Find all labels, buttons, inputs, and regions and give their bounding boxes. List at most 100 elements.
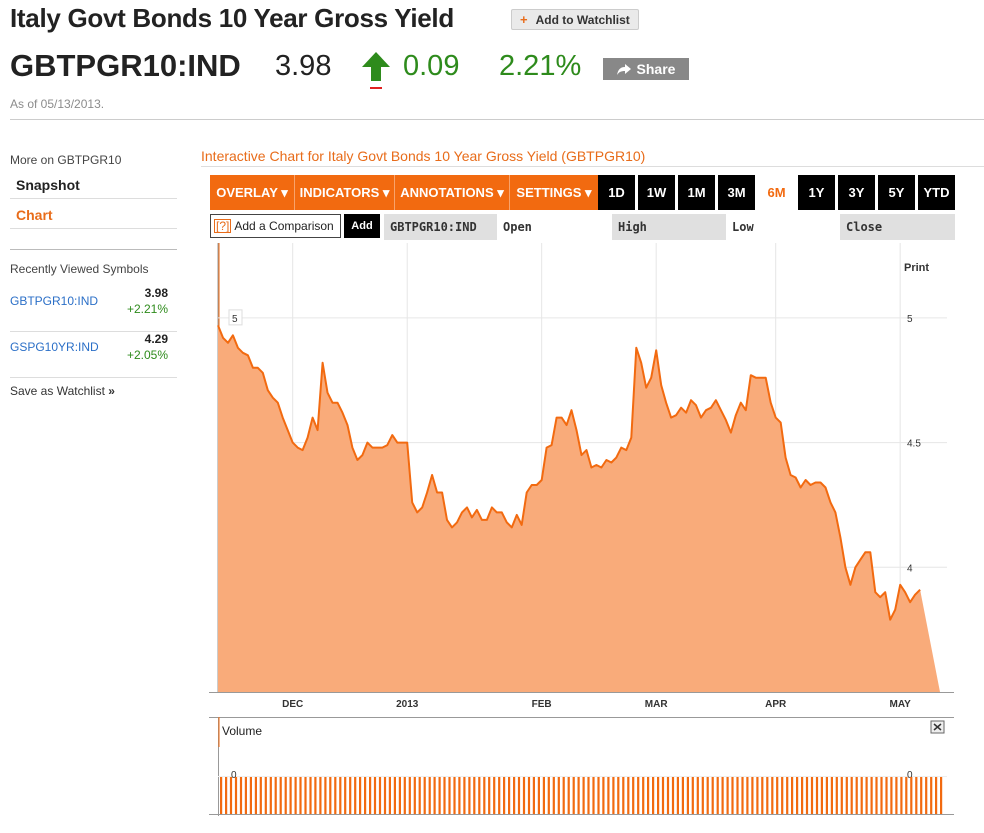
volume-bar — [244, 777, 247, 814]
x-tick-label: DEC — [282, 699, 303, 710]
volume-bar — [905, 777, 908, 814]
range-1d-button[interactable]: 1D — [598, 175, 635, 210]
volume-bar — [220, 777, 223, 814]
recent-symbol-row[interactable]: GSPG10YR:IND 4.29 +2.05% — [10, 332, 177, 378]
volume-bar — [602, 777, 605, 814]
volume-bar — [344, 777, 347, 814]
volume-bar — [433, 777, 436, 814]
range-3y-button[interactable]: 3Y — [838, 175, 875, 210]
share-arrow-icon — [616, 63, 631, 75]
range-ytd-button[interactable]: YTD — [918, 175, 955, 210]
annotations-menu-button[interactable]: ANNOTATIONS ▾ — [395, 175, 510, 210]
volume-bar — [771, 777, 774, 814]
volume-bar — [309, 777, 312, 814]
price-value: 3.98 — [275, 50, 332, 82]
volume-bar — [801, 777, 804, 814]
overlay-menu-button[interactable]: OVERLAY ▾ — [210, 175, 295, 210]
volume-bar — [810, 777, 814, 814]
ohlc-high-cell: High — [612, 214, 726, 240]
x-tick-label: MAY — [890, 699, 912, 710]
save-as-watchlist-link[interactable]: Save as Watchlist » — [10, 384, 115, 398]
volume-bar — [359, 777, 362, 814]
volume-tick-label-left: 0 — [231, 770, 237, 781]
volume-bar — [398, 777, 401, 814]
range-6m-button[interactable]: 6M — [758, 175, 795, 210]
share-button[interactable]: Share — [603, 58, 689, 80]
yield-series-line — [217, 325, 921, 621]
settings-menu-button[interactable]: SETTINGS ▾ — [510, 175, 598, 210]
volume-bar — [284, 777, 287, 814]
y-tick-label-box — [228, 309, 243, 326]
volume-bar — [329, 777, 332, 814]
add-to-watchlist-button[interactable]: + Add to Watchlist — [511, 9, 639, 30]
volume-bar — [637, 777, 640, 814]
add-comparison-input[interactable]: [?] Add a Comparison — [210, 214, 341, 238]
range-5y-button[interactable]: 5Y — [878, 175, 915, 210]
volume-bar — [642, 777, 645, 814]
volume-bar — [503, 777, 506, 814]
volume-bar — [234, 777, 238, 814]
volume-bar — [696, 777, 699, 814]
volume-bar — [622, 777, 625, 814]
volume-bar — [915, 777, 918, 814]
indicators-menu-button[interactable]: INDICATORS ▾ — [295, 175, 395, 210]
volume-bar — [532, 777, 535, 814]
volume-bar — [761, 777, 764, 814]
range-1y-button[interactable]: 1Y — [798, 175, 835, 210]
volume-bar — [880, 777, 883, 814]
volume-bar — [383, 777, 387, 814]
volume-bar — [493, 777, 496, 814]
volume-bar — [805, 777, 809, 814]
y-tick-label-right: 4 — [907, 563, 913, 574]
page-title: Italy Govt Bonds 10 Year Gross Yield — [10, 3, 454, 33]
volume-label: Volume — [222, 724, 262, 738]
volume-bar — [721, 777, 724, 814]
print-link[interactable]: Print — [904, 262, 929, 274]
recent-symbol-link[interactable]: GSPG10YR:IND — [10, 340, 99, 354]
volume-bar — [666, 777, 670, 814]
volume-bar — [741, 777, 744, 814]
volume-bar — [920, 777, 923, 814]
range-1m-button[interactable]: 1M — [678, 175, 715, 210]
add-comparison-button[interactable]: Add — [344, 214, 380, 238]
volume-bar — [393, 777, 396, 814]
volume-bar — [498, 777, 501, 814]
volume-bar — [557, 777, 560, 814]
recent-symbol-row[interactable]: GBTPGR10:IND 3.98 +2.21% — [10, 286, 177, 332]
range-3m-button[interactable]: 3M — [718, 175, 755, 210]
volume-bar — [537, 777, 540, 814]
volume-bar — [850, 777, 853, 814]
ohlc-open-cell: Open — [497, 214, 611, 240]
volume-bar — [855, 777, 858, 814]
volume-bar — [607, 777, 610, 814]
volume-bar — [264, 777, 267, 814]
range-1w-button[interactable]: 1W — [638, 175, 675, 210]
add-comparison-placeholder: Add a Comparison — [234, 219, 334, 233]
volume-bar — [706, 777, 709, 814]
volume-bar — [373, 777, 377, 814]
volume-bar — [671, 777, 675, 814]
volume-bar — [443, 777, 446, 814]
volume-bar — [756, 777, 759, 814]
sidebar-item-snapshot[interactable]: Snapshot — [10, 171, 177, 199]
volume-bar — [925, 777, 928, 814]
volume-tick-label-right: 0 — [907, 770, 913, 781]
volume-bar — [791, 777, 794, 814]
add-to-watchlist-label: Add to Watchlist — [535, 12, 630, 27]
volume-bar — [488, 777, 491, 814]
volume-bar — [269, 777, 272, 814]
volume-bar — [552, 777, 555, 814]
volume-bar — [592, 777, 595, 814]
volume-bar — [473, 777, 476, 814]
volume-bar — [731, 777, 734, 814]
volume-bar — [686, 777, 689, 814]
volume-close-icon[interactable] — [930, 720, 945, 734]
volume-bar — [428, 777, 431, 814]
sidebar-item-chart[interactable]: Chart — [10, 201, 177, 229]
x-tick-label: 2013 — [396, 699, 419, 710]
recent-symbol-link[interactable]: GBTPGR10:IND — [10, 294, 99, 308]
help-icon[interactable]: [?] — [214, 219, 232, 233]
volume-bar — [289, 777, 292, 814]
volume-bar — [334, 777, 337, 814]
